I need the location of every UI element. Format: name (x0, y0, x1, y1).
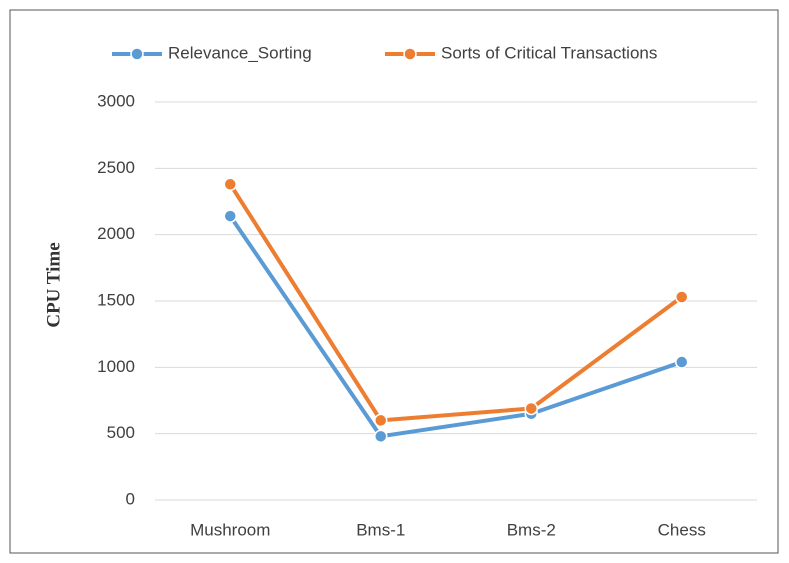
y-tick-label: 3000 (97, 91, 135, 110)
marker (675, 355, 689, 369)
legend-label: Sorts of Critical Transactions (441, 43, 657, 62)
y-axis-label: CPU Time (43, 242, 64, 327)
marker (675, 290, 689, 304)
legend-marker (130, 47, 144, 61)
y-tick-label: 2500 (97, 158, 135, 177)
marker (223, 177, 237, 192)
marker (524, 401, 538, 416)
frame (9, 9, 779, 554)
legend-marker (403, 47, 417, 61)
marker (374, 413, 388, 428)
x-tick-label: Mushroom (190, 520, 270, 539)
marker (374, 429, 388, 444)
y-tick-label: 1500 (97, 290, 135, 309)
legend-label: Relevance_Sorting (168, 43, 312, 62)
x-tick-label: Bms-2 (507, 520, 556, 539)
y-tick-label: 500 (107, 423, 135, 442)
x-tick-label: Chess (658, 520, 706, 539)
y-tick-label: 1000 (97, 357, 135, 376)
x-tick-label: Bms-1 (356, 520, 405, 539)
y-tick-label: 0 (126, 489, 135, 508)
series-line (228, 214, 683, 439)
series-line (228, 183, 683, 423)
marker (223, 209, 237, 223)
y-tick-label: 2000 (97, 224, 135, 243)
